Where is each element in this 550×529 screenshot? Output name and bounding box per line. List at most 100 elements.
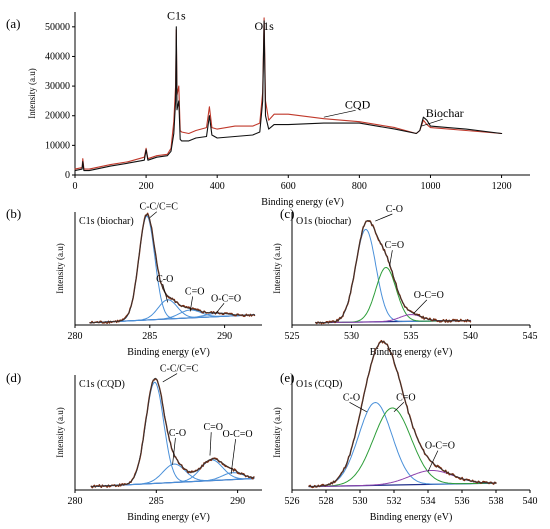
experimental-spectrum	[308, 339, 497, 489]
peak-annotation: C=O	[185, 286, 205, 297]
annotation-leader	[393, 402, 405, 413]
x-tick-label: 538	[489, 496, 504, 507]
x-axis-label: Binding energy (eV)	[127, 347, 210, 358]
x-tick-label: 285	[149, 496, 164, 507]
x-axis-label: Binding energy (eV)	[261, 197, 344, 208]
annotation-leader	[162, 283, 169, 303]
panel-label: (e)	[280, 370, 294, 385]
panel-label: (a)	[6, 16, 20, 31]
envelope-fit	[308, 341, 497, 487]
panel-title: C1s (biochar)	[79, 216, 134, 227]
y-tick-label: 20000	[45, 111, 70, 122]
x-tick-label: 540	[523, 496, 538, 507]
peak-annotation: O-C=O	[425, 441, 455, 452]
peak-annotation: C=O	[203, 422, 223, 433]
peak-annotation: C-O	[386, 204, 403, 215]
envelope-fit	[90, 377, 255, 487]
y-tick-label: 30000	[45, 81, 70, 92]
x-tick-label: 528	[319, 496, 334, 507]
peak-annotation: C-C/C=C	[160, 364, 199, 375]
annotation-leader	[323, 109, 356, 118]
panel-title: C1s (CQD)	[79, 379, 125, 390]
annotation-leader	[421, 118, 443, 127]
peak-annotation: C-O	[169, 428, 186, 439]
series-line-biochar	[74, 20, 503, 172]
x-tick-label: 400	[210, 181, 225, 192]
annotation-leader	[427, 450, 439, 472]
annotation-leader	[162, 373, 178, 383]
annotation-leader	[209, 432, 212, 456]
panel-c: 525 530 535 540 545 Binding energy (eV) Intens…	[272, 204, 538, 358]
x-tick-label: 1000	[420, 181, 440, 192]
annotation-leader	[215, 303, 225, 314]
x-tick-label: 280	[68, 331, 83, 342]
annotation-leader	[149, 211, 158, 218]
envelope-fit	[89, 214, 255, 324]
annotation-leader	[413, 299, 428, 314]
panel-label: (c)	[280, 206, 294, 221]
x-tick-label: 535	[404, 331, 419, 342]
x-tick-label: 530	[353, 496, 368, 507]
series-line-cqd	[74, 17, 503, 170]
peak-annotation: O-C=O	[223, 429, 253, 440]
y-tick-label: 10000	[45, 140, 70, 151]
annotation-leader	[389, 250, 393, 267]
y-tick-label: 0	[65, 170, 70, 181]
panel-label: (d)	[6, 370, 21, 385]
x-tick-label: 526	[285, 496, 300, 507]
panel-label: (b)	[6, 206, 21, 221]
fit-component	[308, 402, 497, 487]
x-tick-label: 285	[142, 331, 157, 342]
x-tick-label: 1200	[492, 181, 512, 192]
annotation-leader	[349, 401, 367, 413]
panel-d: 280 285 290 Binding energy (eV) Intensity (a…	[6, 364, 262, 523]
x-axis-label: Binding energy (eV)	[370, 347, 453, 358]
peak-annotation: O-C=O	[211, 293, 241, 304]
fit-component	[308, 407, 497, 487]
annotation-leader	[375, 213, 393, 222]
x-tick-label: 200	[139, 181, 154, 192]
experimental-spectrum	[89, 212, 256, 324]
envelope-fit	[315, 220, 471, 324]
x-tick-label: 532	[387, 496, 402, 507]
panel-a: 0 200 400 600 800 1000 1200 0 10000 20000 30000 400…	[6, 8, 530, 208]
y-axis-label: Intensity (a.u)	[272, 407, 282, 457]
y-axis-label: Intensity (a.u)	[55, 243, 65, 293]
peak-annotation: C-O	[343, 392, 360, 403]
panel-b: 280 285 290 Binding energy (eV) Intensity (a…	[6, 202, 262, 358]
x-tick-label: 600	[281, 181, 296, 192]
x-tick-label: 534	[421, 496, 436, 507]
fit-component	[89, 215, 255, 324]
x-tick-label: 530	[344, 331, 359, 342]
x-tick-label: 525	[285, 331, 300, 342]
x-axis-label: Binding energy (eV)	[127, 512, 210, 523]
x-tick-label: 536	[455, 496, 470, 507]
x-tick-label: 290	[217, 331, 232, 342]
peak-annotation: C1s	[167, 8, 186, 22]
annotation-leader	[172, 437, 176, 465]
y-tick-label: 50000	[45, 22, 70, 33]
peak-annotation: C-C/C=C	[140, 202, 179, 213]
panel-title: O1s (biochar)	[296, 216, 351, 227]
y-tick-label: 40000	[45, 51, 70, 62]
panel-e: 526 528 530 532 534 536 538 540 Binding energy (…	[272, 339, 538, 523]
annotation-leader	[230, 439, 236, 474]
peak-annotation: O-C=O	[414, 290, 444, 301]
peak-annotation: O1s	[254, 19, 274, 33]
x-tick-label: 800	[352, 181, 367, 192]
y-axis-label: Intensity (a.u)	[55, 407, 65, 457]
x-tick-label: 0	[73, 181, 78, 192]
peak-annotation: CQD	[345, 97, 371, 111]
x-tick-label: 540	[463, 331, 478, 342]
peak-annotation: C-O	[156, 274, 173, 285]
peak-annotation: C=O	[385, 240, 405, 251]
x-tick-label: 290	[230, 496, 245, 507]
panel-title: O1s (CQD)	[296, 379, 342, 390]
x-axis-label: Binding energy (eV)	[370, 512, 453, 523]
peak-annotation: C=O	[396, 392, 416, 403]
y-axis-label: Intensity (a.u)	[27, 68, 37, 118]
y-axis-label: Intensity (a.u)	[272, 243, 282, 293]
x-tick-label: 280	[68, 496, 83, 507]
peak-annotation: Biochar	[426, 106, 464, 120]
